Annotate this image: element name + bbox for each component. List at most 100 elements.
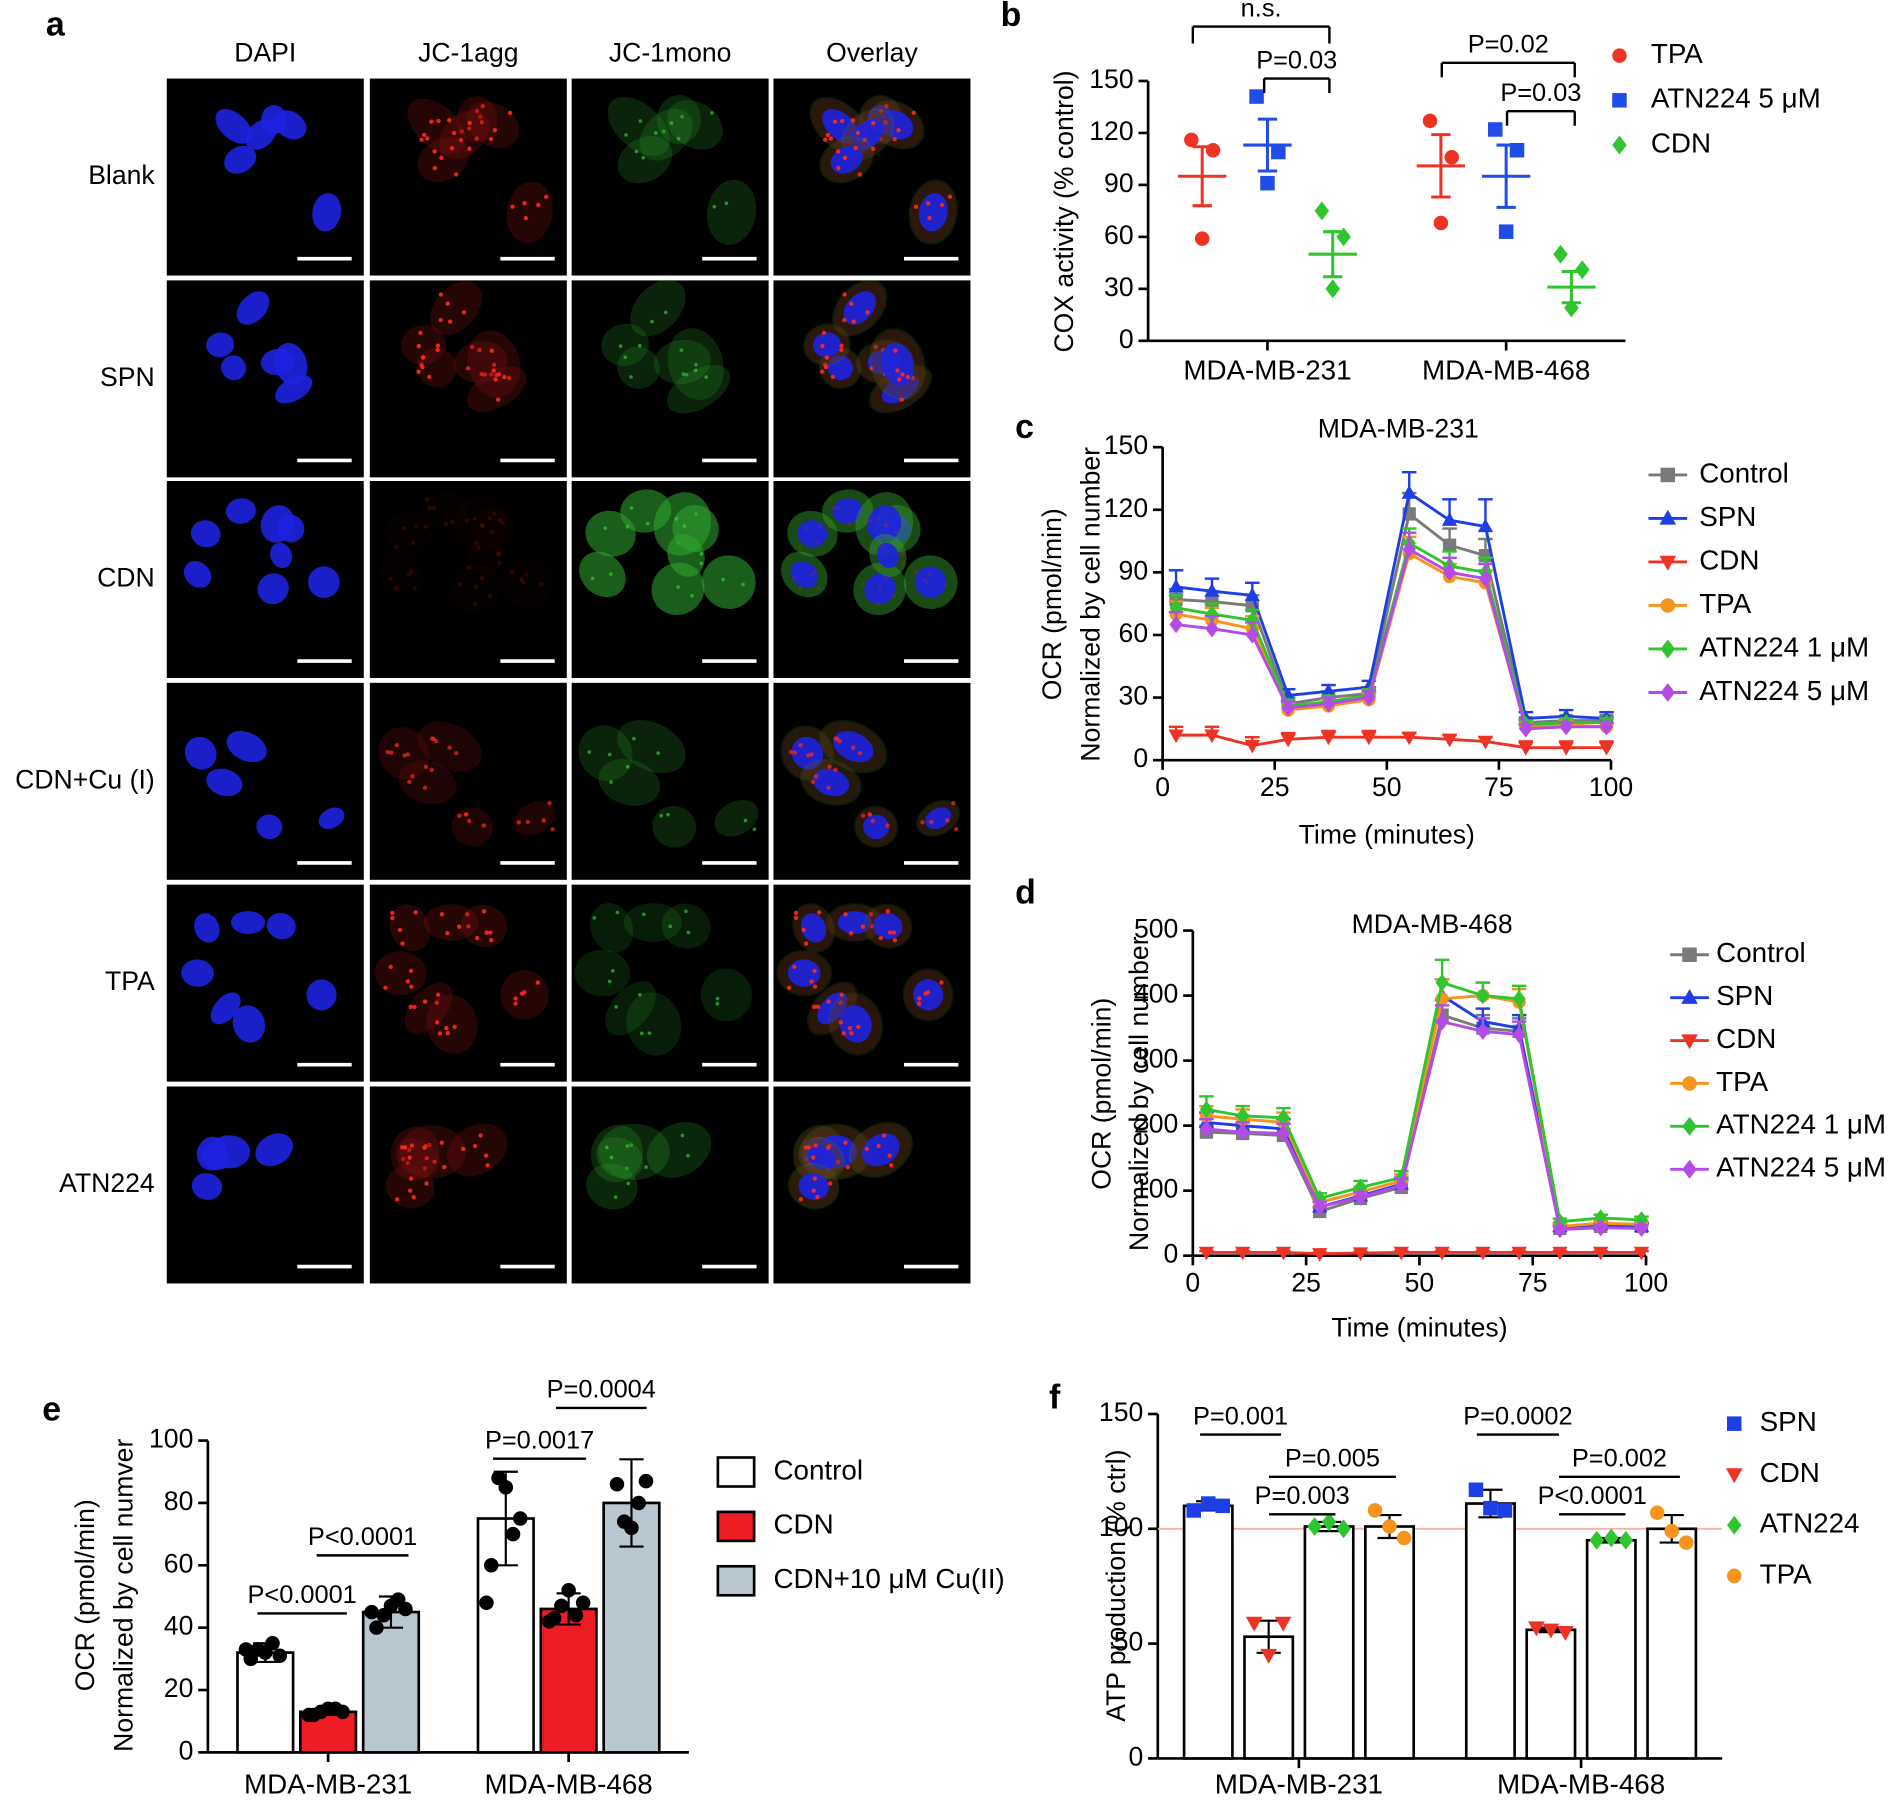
data-point xyxy=(1476,986,1490,1005)
mito-spot xyxy=(491,362,497,367)
mito-spot xyxy=(461,310,467,315)
mito-spot xyxy=(878,109,883,114)
data-point xyxy=(1435,1012,1449,1031)
mito-spot xyxy=(845,1164,851,1170)
cytoplasm xyxy=(623,903,682,942)
mito-spot xyxy=(390,915,395,921)
legend-label: ATN224 5 μM xyxy=(1651,83,1821,114)
mito-spot xyxy=(467,126,472,131)
x-tick-label: 50 xyxy=(1405,1268,1435,1298)
data-point xyxy=(1664,1523,1679,1539)
legend-label: Control xyxy=(773,1454,863,1485)
bar xyxy=(236,1651,295,1754)
mito-spot xyxy=(842,155,848,160)
data-point xyxy=(1260,175,1275,191)
mito-spot xyxy=(389,750,394,755)
mito-spot xyxy=(401,1156,406,1162)
micrograph xyxy=(773,78,971,276)
cytoplasm xyxy=(652,805,697,848)
mito-spot xyxy=(412,1004,417,1010)
mito-spot xyxy=(814,540,819,546)
nucleus xyxy=(260,505,295,543)
mito-spot xyxy=(839,992,844,997)
mito-spot xyxy=(500,520,505,525)
data-point xyxy=(1441,733,1458,748)
nucleus xyxy=(224,145,257,174)
bar xyxy=(1303,1525,1355,1760)
mito-spot xyxy=(893,529,899,534)
mito-spot xyxy=(869,924,875,929)
legend-label: Control xyxy=(1699,457,1789,488)
y-tick-label: 100 xyxy=(149,1424,193,1454)
mito-spot xyxy=(849,1030,854,1036)
mito-spot xyxy=(491,368,496,373)
cytoplasm xyxy=(617,720,686,774)
nucleus xyxy=(880,110,914,140)
mito-spot xyxy=(607,752,612,757)
mito-spot xyxy=(850,118,856,123)
mito-spot xyxy=(536,202,541,208)
mito-spot xyxy=(870,146,876,152)
mito-spot xyxy=(510,204,515,209)
cytoplasm xyxy=(378,552,423,596)
mito-spot xyxy=(522,201,527,206)
legend-swatch xyxy=(716,1510,756,1543)
mito-spot xyxy=(810,779,816,785)
micrograph xyxy=(166,682,364,880)
mito-spot xyxy=(422,1145,427,1150)
data-point xyxy=(1186,1503,1201,1518)
mito-spot xyxy=(650,319,654,324)
nucleus xyxy=(308,566,340,598)
mito-spot xyxy=(480,523,485,529)
mito-spot xyxy=(839,347,844,353)
mito-spot xyxy=(724,201,729,206)
mito-spot xyxy=(603,526,608,530)
nucleus xyxy=(183,561,212,588)
cytoplasm xyxy=(590,902,634,953)
mito-spot xyxy=(853,519,859,525)
mito-spot xyxy=(615,910,620,915)
mito-spot xyxy=(879,545,885,550)
nucleus xyxy=(832,498,863,524)
data-point xyxy=(638,1473,654,1489)
y-tick-label: 30 xyxy=(1119,681,1149,711)
mito-spot xyxy=(847,1025,853,1031)
mito-spot xyxy=(521,580,526,585)
mito-spot xyxy=(786,985,792,990)
mito-spot xyxy=(541,818,546,823)
nucleus xyxy=(843,291,876,325)
mito-spot xyxy=(690,593,694,598)
x-tick-label: 25 xyxy=(1260,772,1290,802)
mito-spot xyxy=(889,1163,894,1168)
mito-spot xyxy=(405,1160,410,1166)
mito-spot xyxy=(922,577,928,582)
mito-spot xyxy=(884,104,889,109)
mito-spot xyxy=(422,1166,428,1171)
nucleus xyxy=(215,109,253,144)
panel-label: a xyxy=(46,6,66,44)
mito-spot xyxy=(891,930,897,935)
data-point xyxy=(369,1620,384,1635)
mito-spot xyxy=(438,317,443,323)
data-point xyxy=(1477,735,1494,750)
annotation: n.s. xyxy=(1241,0,1282,22)
image-frame xyxy=(369,78,567,276)
data-point xyxy=(1276,1124,1291,1143)
cytoplasm xyxy=(501,556,553,608)
y-tick-label: 120 xyxy=(1089,116,1133,146)
nucleus xyxy=(236,291,270,325)
image-frame xyxy=(571,884,769,1082)
mito-spot xyxy=(456,924,462,929)
y-tick-label: 60 xyxy=(1119,618,1149,648)
y-tick-label: 90 xyxy=(1104,168,1134,198)
mito-spot xyxy=(464,518,470,523)
mito-spot xyxy=(654,131,658,135)
panel-label: f xyxy=(1049,1378,1061,1416)
y-tick-label: 0 xyxy=(1128,1741,1143,1771)
mito-spot xyxy=(693,368,698,373)
data-point xyxy=(554,1598,569,1614)
mito-spot xyxy=(625,524,630,529)
mito-spot xyxy=(432,165,437,171)
data-point xyxy=(575,1595,591,1610)
mito-spot xyxy=(420,355,426,360)
